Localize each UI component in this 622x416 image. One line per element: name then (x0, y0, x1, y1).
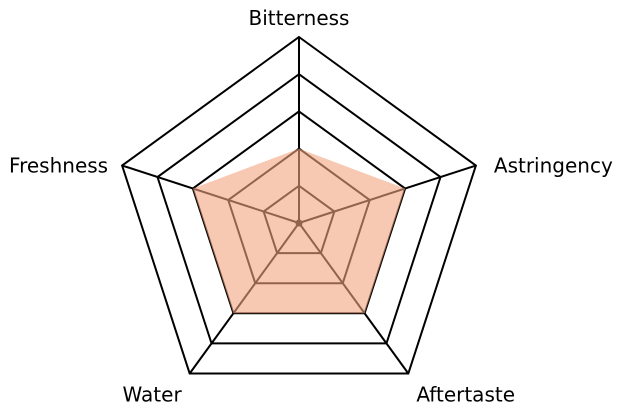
axis-label-bitterness: Bitterness (249, 6, 350, 30)
grid-ring (156, 72, 442, 345)
radar-area-layer (192, 148, 406, 314)
axis-labels: Bitterness Astringency Aftertaste Water Fres… (9, 6, 613, 406)
data-area (192, 148, 406, 314)
axis-label-water: Water (123, 382, 183, 406)
axis-label-aftertaste: Aftertaste (416, 382, 515, 406)
axis-label-freshness: Freshness (9, 154, 108, 178)
axis-label-astringency: Astringency (494, 154, 613, 178)
grid-ring (120, 35, 478, 375)
